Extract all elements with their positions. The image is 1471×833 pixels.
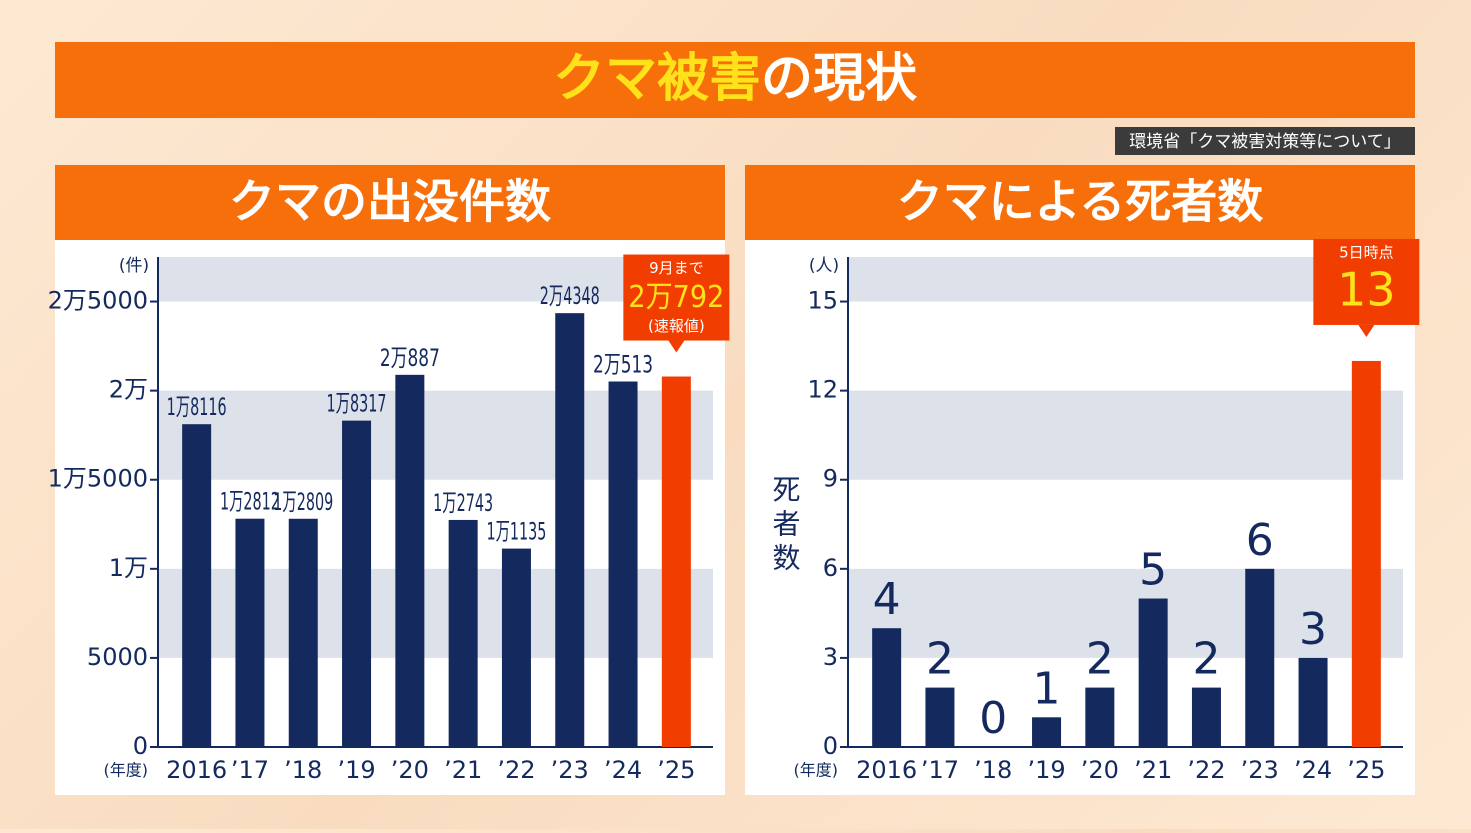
x-tick-label: ’24 [604,756,642,784]
bar [395,374,425,747]
grid-band [158,257,713,302]
chart-title: クマによる死者数 [897,175,1264,229]
y-unit: (人) [809,256,839,276]
header-title: クマ被害の現状 [553,49,918,109]
value-label: 2万4348 [540,282,600,310]
y-tick-label: 3 [823,643,838,671]
bar [1298,657,1328,747]
grid-band [848,568,1403,658]
x-tick-label: ’17 [231,756,269,784]
source: 環境省「クマ被害対策等について」 [1129,132,1401,152]
x-tick-label: ’22 [1187,756,1225,784]
x-tick-label: ’17 [921,756,959,784]
y-unit: (件) [119,256,149,276]
y-tick-label: 1万5000 [48,465,148,493]
x-tick-label: ’22 [497,756,535,784]
y-axis-label: 死者数 [769,475,802,577]
x-tick-label: ’23 [551,756,589,784]
value-label: 2万513 [593,350,653,378]
x-tick-label: 2016 [166,756,227,784]
bar [661,376,691,747]
x-tick-label: ’23 [1241,756,1279,784]
bar [1032,717,1062,747]
callout-box [623,254,730,341]
bar [925,687,955,747]
bar [342,420,372,747]
grid-band [848,390,1403,480]
x-tick-label: ’25 [657,756,695,784]
header-title-rest: の現状 [761,49,918,109]
value-label: 2 [926,634,954,685]
bar [448,519,478,747]
callout-pointer [1358,324,1375,337]
grid-band [848,257,1403,302]
x-tick-label: ’20 [1081,756,1119,784]
header-bar [55,42,1415,118]
chart-title: クマの出没件数 [229,175,551,229]
x-tick-label: ’20 [391,756,429,784]
value-label: 1 [1033,663,1061,714]
value-label: 4 [873,574,901,625]
callout-pointer [668,340,685,353]
value-label: 1万2743 [433,489,493,517]
y-tick-label: 6 [823,554,838,582]
value-label: 13 [1337,262,1396,316]
value-label: 1万8317 [327,390,387,418]
bar [608,381,638,747]
x-tick-label: ’19 [1027,756,1065,784]
annotation: 9月まで [649,259,704,277]
x-tick-label: ’18 [284,756,322,784]
y-tick-label: 2万5000 [48,287,148,315]
y-tick-label: 0 [823,732,838,760]
y-tick-label: 15 [807,287,838,315]
y-tick-label: 5000 [87,643,148,671]
bar [235,518,265,747]
panel-title-bar [745,165,1415,240]
y-tick-label: 2万 [109,376,148,404]
x-axis-label: (年度) [794,761,839,780]
x-tick-label: ’21 [1134,756,1172,784]
value-label: 1万8116 [167,393,227,421]
x-tick-label: ’21 [444,756,482,784]
value-label: 1万2812 [220,488,280,516]
x-tick-label: ’18 [974,756,1012,784]
annotation: (速報値) [648,317,705,335]
bar [1085,687,1115,747]
value-label: 2万792 [628,280,724,315]
x-tick-label: ’25 [1347,756,1385,784]
panel-title-bar [55,165,725,240]
bar [1138,598,1168,747]
value-label: 2万887 [380,344,440,372]
value-label: 0 [979,693,1007,744]
callout-box [1313,238,1420,325]
bar [182,424,212,747]
value-label: 5 [1139,545,1167,596]
x-tick-label: 2016 [856,756,917,784]
value-label: 3 [1299,604,1327,655]
annotation: 5日時点 [1339,243,1394,261]
value-label: 2 [1192,634,1220,685]
x-tick-label: ’19 [337,756,375,784]
bar [1191,687,1221,747]
value-label: 1万1135 [486,518,546,546]
y-tick-label: 12 [807,376,838,404]
header-title-highlight: クマ被害 [553,49,761,109]
x-tick-label: ’24 [1294,756,1332,784]
bar [872,628,902,747]
bar [1351,360,1381,747]
bar [1245,568,1275,747]
value-label: 6 [1246,515,1274,566]
x-axis-label: (年度) [104,761,149,780]
y-tick-label: 1万 [109,554,148,582]
bar [288,518,318,747]
bar [555,313,585,747]
bar [501,548,531,747]
value-label: 1万2809 [273,488,333,516]
y-tick-label: 0 [133,732,148,760]
y-tick-label: 9 [823,465,838,493]
value-label: 2 [1086,634,1114,685]
source-box [1115,127,1415,155]
